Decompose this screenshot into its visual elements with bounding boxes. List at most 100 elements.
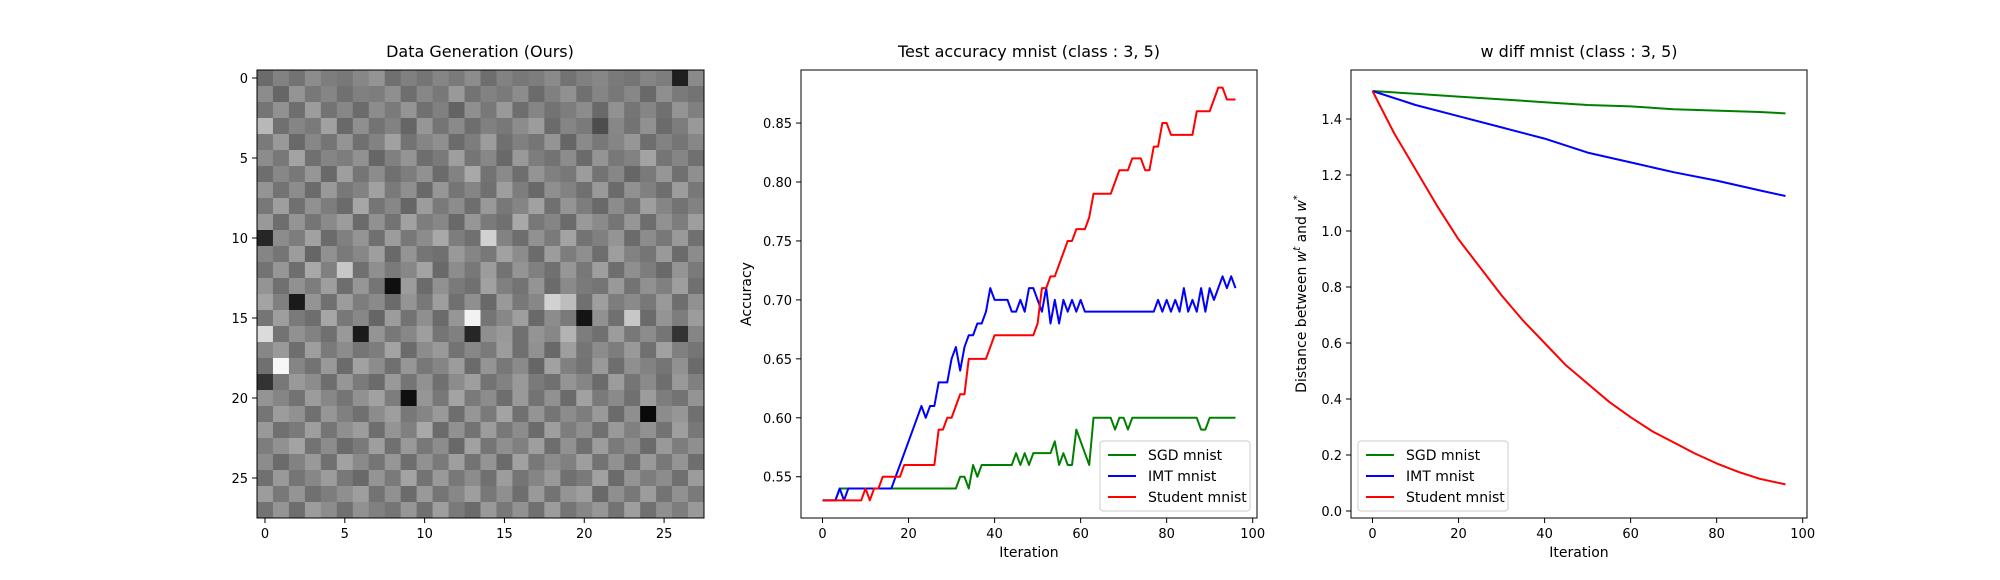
heatmap-cell — [624, 470, 641, 487]
heatmap-cell — [432, 326, 449, 343]
heatmap-cell — [640, 310, 657, 327]
heatmap-cell — [528, 118, 545, 135]
heatmap-cell — [448, 502, 465, 519]
heatmap-cell — [672, 390, 689, 407]
heatmap-cell — [560, 374, 577, 391]
heatmap-cell — [288, 166, 306, 183]
heatmap-cell — [496, 166, 513, 183]
heatmap-cell — [336, 294, 354, 311]
heatmap-cell — [257, 406, 274, 423]
heatmap-cell — [528, 214, 545, 231]
heatmap-cell — [272, 486, 290, 503]
heatmap-cell — [656, 102, 673, 119]
accuracy-x-ticks: 0 20 40 60 80 100 — [818, 518, 1265, 542]
heatmap-cell — [400, 438, 418, 455]
heatmap-cell — [640, 182, 657, 199]
accuracy-y-label: Accuracy — [739, 262, 755, 326]
heatmap-cell — [320, 358, 338, 375]
heatmap-cell — [288, 262, 306, 279]
heatmap-cell — [480, 374, 497, 391]
heatmap-cell — [688, 390, 705, 407]
heatmap-cell — [512, 422, 529, 439]
heatmap-cell — [576, 118, 593, 135]
heatmap-cell — [416, 166, 433, 183]
heatmap-cell — [288, 454, 306, 471]
heatmap-cell — [576, 230, 593, 247]
heatmap-cell — [336, 326, 354, 343]
heatmap-cell — [336, 70, 354, 87]
heatmap-cell — [320, 118, 338, 135]
heatmap-cell — [496, 326, 513, 343]
heatmap-cell — [400, 262, 418, 279]
heatmap-cell — [448, 390, 465, 407]
heatmap-cell — [336, 406, 354, 423]
heatmap-cell — [272, 262, 290, 279]
heatmap-cell — [288, 502, 306, 519]
heatmap-cell — [688, 358, 705, 375]
heatmap-cell — [640, 198, 657, 215]
heatmap-cell — [672, 454, 689, 471]
heatmap-cell — [384, 70, 402, 87]
heatmap-cell — [464, 406, 481, 423]
heatmap-cell — [496, 454, 513, 471]
heatmap-cell — [528, 422, 545, 439]
heatmap-cell — [416, 310, 433, 327]
heatmap-cell — [624, 358, 641, 375]
heatmap-cell — [288, 406, 306, 423]
heatmap-cell — [384, 198, 402, 215]
legend-label: SGD mnist — [1148, 448, 1223, 464]
heatmap-cell — [368, 118, 386, 135]
accuracy-legend: SGD mnist IMT mnist Student mnist — [1099, 440, 1251, 512]
legend-label: SGD mnist — [1406, 448, 1481, 464]
heatmap-cell — [320, 214, 338, 231]
heatmap-cell — [257, 86, 274, 103]
heatmap-cell — [592, 406, 609, 423]
heatmap-cell — [257, 150, 274, 167]
heatmap-cell — [480, 454, 497, 471]
accuracy-panel: Test accuracy mnist (class : 3, 5) 0 20 40… — [739, 42, 1265, 561]
heatmap-cell — [672, 134, 689, 151]
heatmap-cell — [320, 438, 338, 455]
heatmap-cell — [304, 262, 322, 279]
heatmap-cell — [608, 262, 625, 279]
heatmap-cell — [368, 342, 386, 359]
series-line-imt-mnist — [822, 275, 1237, 502]
heatmap-cell — [528, 326, 545, 343]
heatmap-cell — [448, 150, 465, 167]
heatmap-cell — [640, 358, 657, 375]
heatmap-cell — [464, 438, 481, 455]
heatmap-cell — [336, 470, 354, 487]
heatmap-cell — [640, 294, 657, 311]
heatmap-cell — [592, 390, 609, 407]
heatmap-cell — [640, 390, 657, 407]
heatmap-cell — [416, 86, 433, 103]
heatmap-cell — [608, 502, 625, 519]
heatmap-cell — [496, 374, 513, 391]
heatmap-cell — [257, 262, 274, 279]
heatmap-cell — [512, 294, 529, 311]
accuracy-x-label: Iteration — [999, 545, 1058, 561]
heatmap-cell — [352, 438, 370, 455]
heatmap-cell — [448, 182, 465, 199]
heatmap-cell — [368, 374, 386, 391]
heatmap-cell — [320, 326, 338, 343]
heatmap-cell — [544, 182, 561, 199]
heatmap-cell — [656, 70, 673, 87]
heatmap-cell — [416, 502, 433, 519]
heatmap-cell — [384, 470, 402, 487]
heatmap-cell — [688, 502, 705, 519]
heatmap-cell — [304, 118, 322, 135]
heatmap-cell — [640, 70, 657, 87]
heatmap-cell — [560, 438, 577, 455]
heatmap-cell — [512, 406, 529, 423]
heatmap-cell — [576, 438, 593, 455]
heatmap-cell — [640, 326, 657, 343]
heatmap-cell — [592, 246, 609, 263]
heatmap-cell — [688, 182, 705, 199]
heatmap-cell — [688, 102, 705, 119]
heatmap-cell — [464, 150, 481, 167]
heatmap-cell — [544, 502, 561, 519]
heatmap-cell — [448, 102, 465, 119]
heatmap-cell — [672, 374, 689, 391]
heatmap-cell — [257, 246, 274, 263]
